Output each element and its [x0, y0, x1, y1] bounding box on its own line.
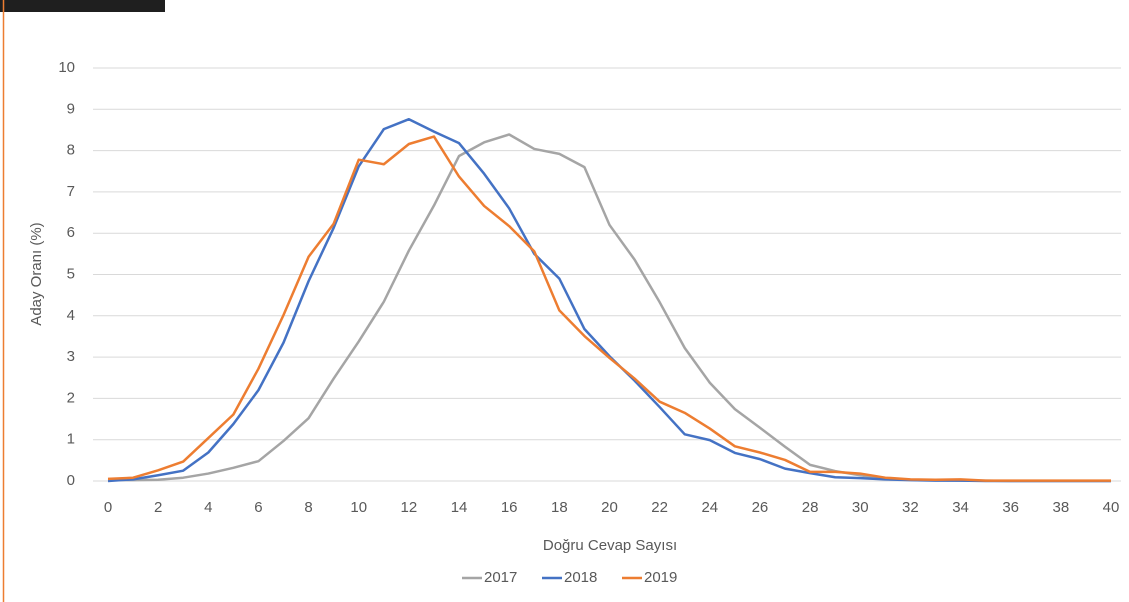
- series-line: [107, 135, 1111, 482]
- x-tick-label: 40: [1103, 499, 1120, 516]
- legend-label: 2019: [644, 569, 677, 586]
- x-tick-label: 6: [254, 499, 262, 516]
- x-tick-label: 22: [651, 499, 668, 516]
- y-tick-label: 1: [67, 431, 75, 448]
- x-tick-label: 16: [501, 499, 518, 516]
- y-tick-label: 5: [67, 265, 75, 282]
- x-tick-label: 26: [752, 499, 769, 516]
- x-tick-label: 30: [852, 499, 869, 516]
- x-tick-label: 12: [401, 499, 418, 516]
- legend-label: 2018: [564, 569, 597, 586]
- y-tick-label: 4: [67, 307, 75, 324]
- y-tick-label: 7: [67, 183, 75, 200]
- x-tick-label: 28: [802, 499, 819, 516]
- series-line: [107, 117, 1111, 483]
- x-axis-title: Doğru Cevap Sayısı: [543, 537, 677, 554]
- y-tick-label: 8: [67, 142, 75, 159]
- x-tick-label: 38: [1053, 499, 1070, 516]
- x-tick-label: 20: [601, 499, 618, 516]
- x-tick-label: 34: [952, 499, 969, 516]
- header-bar: [0, 0, 165, 12]
- x-tick-label: 4: [204, 499, 212, 516]
- series-line: [108, 133, 1111, 483]
- legend-label: 2017: [484, 569, 517, 586]
- y-tick-label: 6: [67, 224, 75, 241]
- y-tick-label: 3: [67, 348, 75, 365]
- x-tick-label: 18: [551, 499, 568, 516]
- x-tick-label: 8: [304, 499, 312, 516]
- y-tick-label: 9: [67, 100, 75, 117]
- y-tick-label: 2: [67, 389, 75, 406]
- x-tick-label: 36: [1002, 499, 1019, 516]
- y-tick-label: 10: [58, 59, 75, 76]
- y-axis-title: Aday Oranı (%): [28, 222, 45, 325]
- x-tick-label: 0: [104, 499, 112, 516]
- x-tick-label: 14: [451, 499, 468, 516]
- x-tick-label: 10: [350, 499, 367, 516]
- x-tick-label: 32: [902, 499, 919, 516]
- x-tick-label: 24: [701, 499, 718, 516]
- y-tick-label: 0: [67, 472, 75, 489]
- x-tick-label: 2: [154, 499, 162, 516]
